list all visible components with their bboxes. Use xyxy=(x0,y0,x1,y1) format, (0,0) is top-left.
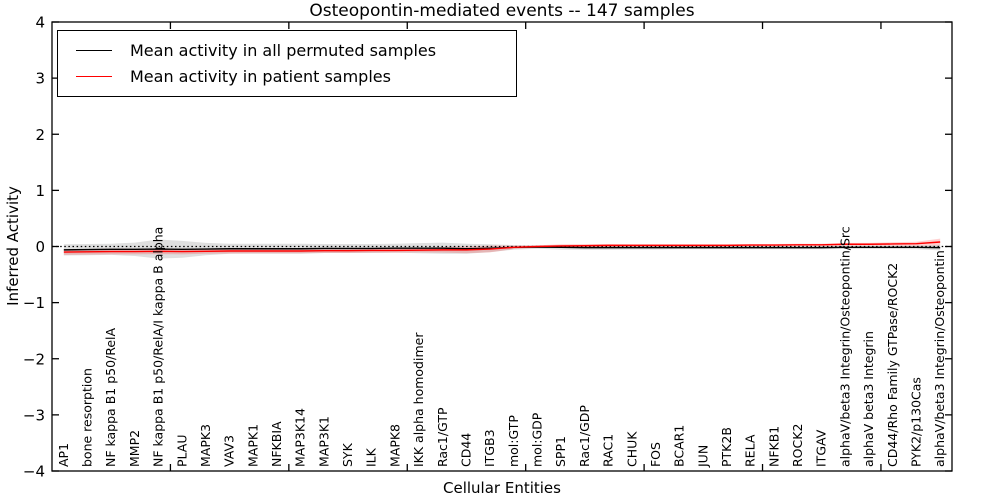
x-category-label: alphaV/beta3 Integrin/Osteopontin/Src xyxy=(837,226,852,467)
x-category-label: IKK alpha homodimer xyxy=(411,332,426,467)
y-tick-label: −1 xyxy=(23,294,45,312)
x-category-label: AP1 xyxy=(56,443,71,467)
x-category-label: alphaV beta3 Integrin xyxy=(861,331,876,467)
y-tick-label: 1 xyxy=(35,182,45,200)
x-category-label: mol:GDP xyxy=(530,412,545,467)
permuted-line-sample-icon xyxy=(76,49,112,51)
y-tick-label: −4 xyxy=(23,463,45,481)
x-axis-label: Cellular Entities xyxy=(443,479,561,497)
x-category-label: NF kappa B1 p50/RelA/I kappa B alpha xyxy=(151,227,166,467)
y-tick-label: 4 xyxy=(35,14,45,32)
band-series-0 xyxy=(63,239,941,259)
x-category-label: NFKBIA xyxy=(269,421,284,467)
x-category-label: MAP3K14 xyxy=(293,408,308,467)
legend-label-patient: Mean activity in patient samples xyxy=(130,67,391,87)
y-tick-label: −2 xyxy=(23,350,45,368)
legend-entry-patient: Mean activity in patient samples xyxy=(58,67,516,86)
x-category-label: bone resorption xyxy=(80,368,95,467)
x-category-label: ROCK2 xyxy=(790,424,805,467)
x-category-label: VAV3 xyxy=(222,435,237,467)
x-category-label: ITGAV xyxy=(814,429,829,467)
y-tick-label: 3 xyxy=(35,70,45,88)
x-category-label: FOS xyxy=(648,442,663,467)
x-category-label: JUN xyxy=(695,445,710,468)
x-category-label: CD44/Rho Family GTPase/ROCK2 xyxy=(885,263,900,467)
line-series-1 xyxy=(63,241,941,253)
x-category-label: MAP3K1 xyxy=(316,416,331,467)
x-category-label: CHUK xyxy=(624,431,639,467)
x-category-label: SYK xyxy=(340,442,355,467)
legend-label-permuted: Mean activity in all permuted samples xyxy=(130,40,437,60)
x-category-label: CD44 xyxy=(458,433,473,467)
x-category-label: mol:GTP xyxy=(506,415,521,467)
y-tick-label: 0 xyxy=(35,238,45,256)
x-category-label: PTK2B xyxy=(719,427,734,467)
x-category-label: MMP2 xyxy=(127,430,142,467)
x-category-label: RELA xyxy=(743,434,758,467)
x-category-label: alphaV/beta3 Integrin/Osteopontin xyxy=(932,250,947,467)
patient-line-sample-icon xyxy=(76,76,112,78)
legend-entry-permuted: Mean activity in all permuted samples xyxy=(58,41,516,60)
x-category-label: ILK xyxy=(364,447,379,467)
x-category-label: PLAU xyxy=(174,435,189,468)
x-category-label: MAPK1 xyxy=(245,424,260,467)
x-category-label: BCAR1 xyxy=(672,425,687,467)
y-tick-label: −3 xyxy=(23,406,45,424)
legend: Mean activity in all permuted samples Me… xyxy=(57,30,517,97)
y-tick-label: 2 xyxy=(35,126,45,144)
x-category-label: MAPK3 xyxy=(198,424,213,467)
x-category-label: NFKB1 xyxy=(766,426,781,467)
x-category-label: PYK2/p130Cas xyxy=(908,377,923,467)
x-category-label: SPP1 xyxy=(553,436,568,467)
x-category-label: MAPK8 xyxy=(387,424,402,467)
x-category-label: ITGB3 xyxy=(482,429,497,467)
chart-title: Osteopontin-mediated events -- 147 sampl… xyxy=(309,1,695,21)
x-category-label: NF kappa B1 p50/RelA xyxy=(103,327,118,467)
x-category-label: RAC1 xyxy=(601,434,616,467)
x-category-label: Rac1/GTP xyxy=(435,407,450,467)
x-category-label: Rac1/GDP xyxy=(577,405,592,467)
